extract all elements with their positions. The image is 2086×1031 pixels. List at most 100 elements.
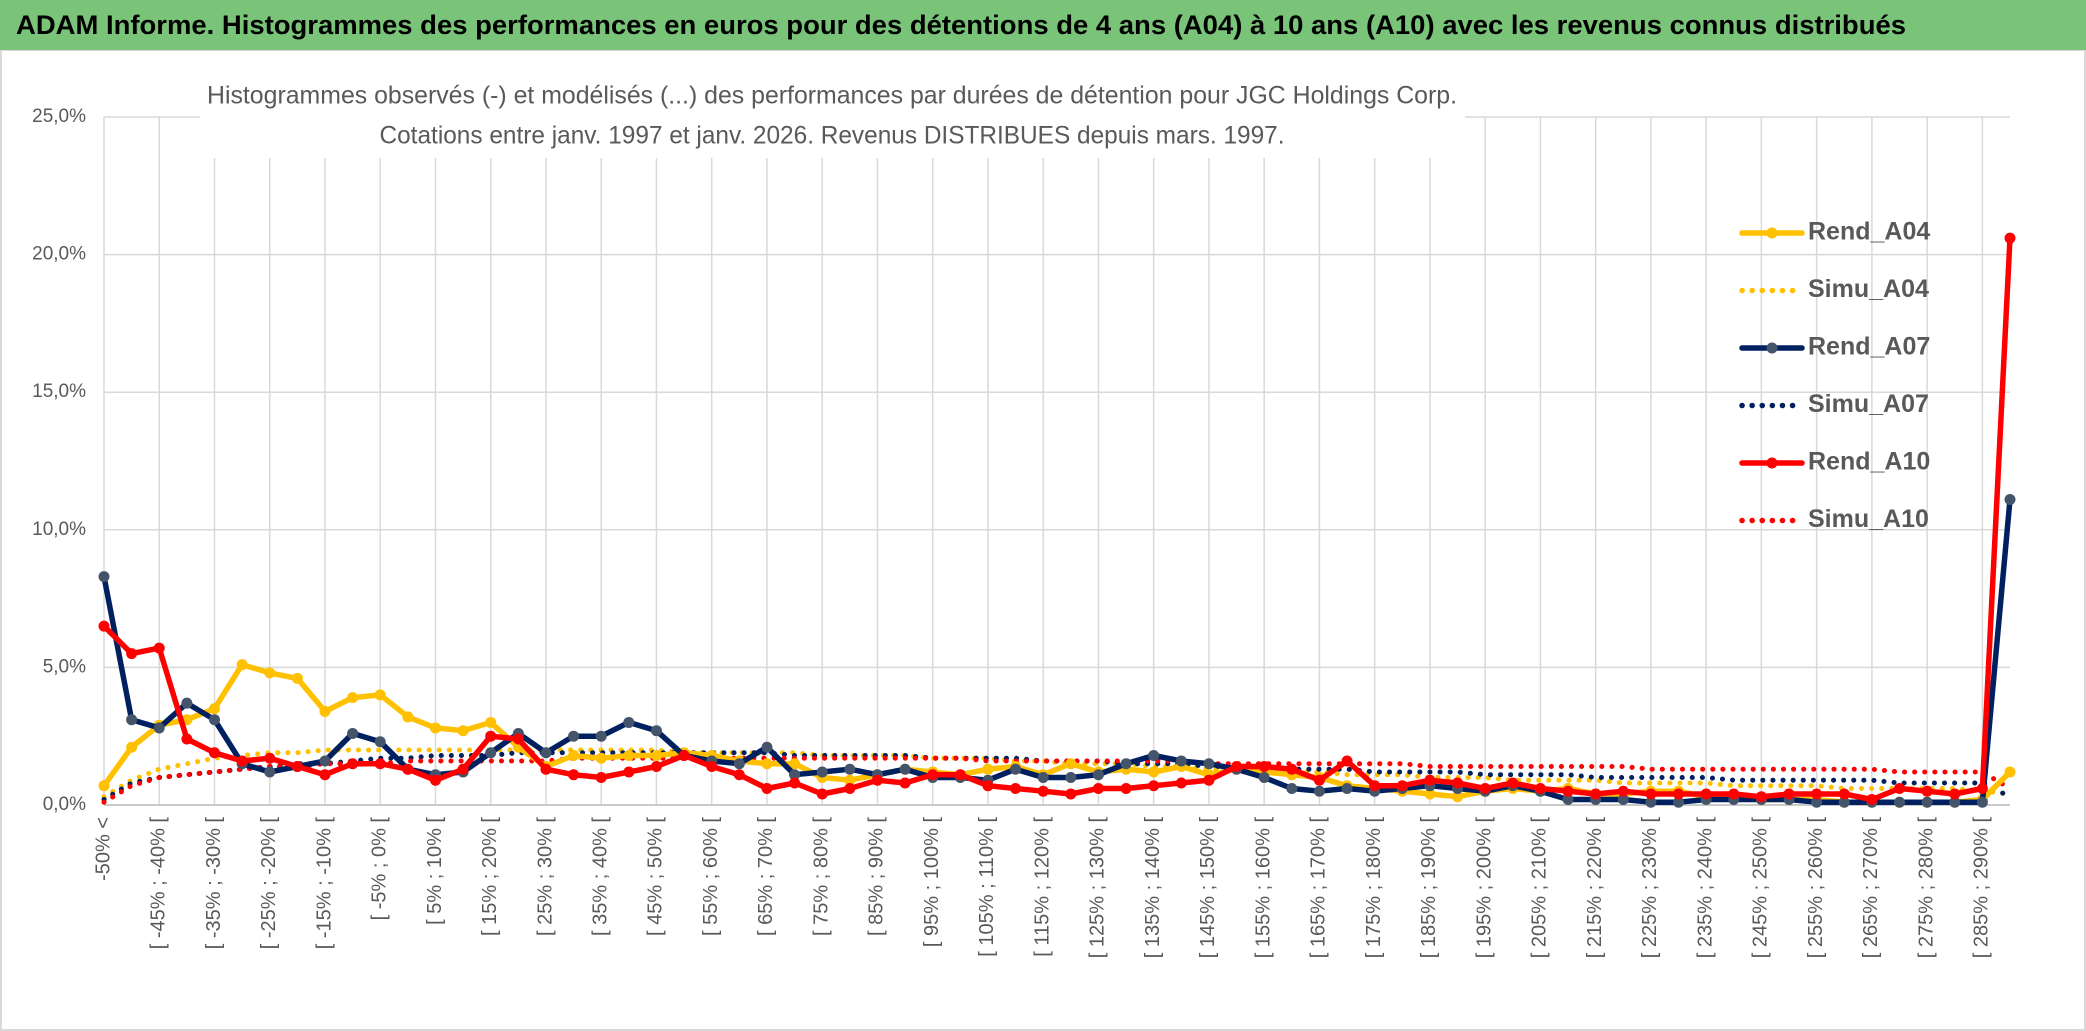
y-tick-label: 0,0% <box>43 794 86 815</box>
legend-label: Rend_A04 <box>1808 218 1930 246</box>
point <box>1148 766 1160 778</box>
point <box>982 780 994 792</box>
x-tick-label: [ 195% ; 200% [ <box>1473 817 1495 959</box>
x-tick-label: [ 145% ; 150% [ <box>1197 817 1219 959</box>
point <box>899 763 911 775</box>
subtitle-background <box>200 78 1465 158</box>
point <box>1175 755 1187 767</box>
point <box>319 705 331 717</box>
x-tick-label: [ -45% ; -40% [ <box>148 817 170 950</box>
x-tick-label: [ -5% ; 0% [ <box>369 817 391 921</box>
point <box>1231 760 1243 772</box>
point <box>1921 796 1933 808</box>
point <box>1976 796 1988 808</box>
x-tick-label: [ 185% ; 190% [ <box>1418 817 1440 959</box>
point <box>319 755 331 767</box>
point <box>98 571 110 583</box>
point <box>1452 777 1464 789</box>
point <box>1175 777 1187 789</box>
x-tick-label: [ 75% ; 80% [ <box>810 817 832 936</box>
point <box>291 760 303 772</box>
point <box>568 769 580 781</box>
point <box>1313 774 1325 786</box>
point <box>1949 788 1961 800</box>
point <box>1673 796 1685 808</box>
point <box>374 689 386 701</box>
chart-subtitle: Cotations entre janv. 1997 et janv. 2026… <box>380 122 1285 150</box>
point <box>1590 788 1602 800</box>
point <box>789 777 801 789</box>
point <box>595 752 607 764</box>
point <box>761 782 773 794</box>
x-tick-label: [ 85% ; 90% [ <box>866 817 888 936</box>
x-tick-label: [ 175% ; 180% [ <box>1363 817 1385 959</box>
point <box>402 711 414 723</box>
dotted-line <box>101 755 2013 805</box>
point <box>568 749 580 761</box>
legend-marker <box>1766 457 1778 469</box>
point <box>844 763 856 775</box>
point <box>1894 796 1906 808</box>
point <box>899 777 911 789</box>
x-tick-label: [ 215% ; 220% [ <box>1584 817 1606 959</box>
point <box>927 769 939 781</box>
plot-area: 0,0% 5,0% 10,0% 15,0% 20,0% 25,0% -50% < [ -45%… <box>32 106 2016 959</box>
point <box>347 727 359 739</box>
legend-label: Rend_A10 <box>1808 448 1930 476</box>
point <box>1728 788 1740 800</box>
point <box>457 725 469 737</box>
point <box>1673 788 1685 800</box>
point <box>264 752 276 764</box>
x-tick-label: [ 255% ; 260% [ <box>1805 817 1827 959</box>
point <box>429 722 441 734</box>
point <box>1092 769 1104 781</box>
point <box>457 763 469 775</box>
point <box>540 763 552 775</box>
point <box>1396 780 1408 792</box>
x-tick-label: [ 25% ; 30% [ <box>534 817 556 936</box>
point <box>347 758 359 770</box>
y-tick-label: 20,0% <box>32 244 86 265</box>
legend: Rend_A04 Simu_A04 Rend_A07 Simu_A07 Rend_A10… <box>1739 218 1930 533</box>
point <box>319 769 331 781</box>
point <box>347 692 359 704</box>
x-tick-label: [ 5% ; 10% [ <box>424 817 446 925</box>
x-tick-label: [ 245% ; 250% [ <box>1750 817 1772 959</box>
point <box>540 747 552 759</box>
point <box>1811 796 1823 808</box>
legend-label: Simu_A10 <box>1808 505 1929 533</box>
point <box>1258 771 1270 783</box>
point <box>1617 785 1629 797</box>
point <box>871 774 883 786</box>
x-tick-label: [ 95% ; 100% [ <box>921 817 943 948</box>
legend-label: Simu_A04 <box>1808 275 1929 303</box>
point <box>1424 774 1436 786</box>
point <box>1507 777 1519 789</box>
point <box>429 774 441 786</box>
point <box>1645 796 1657 808</box>
point <box>1148 780 1160 792</box>
point <box>1866 793 1878 805</box>
point <box>733 769 745 781</box>
point <box>126 648 138 660</box>
point <box>402 763 414 775</box>
point <box>1369 780 1381 792</box>
point <box>706 760 718 772</box>
point <box>844 782 856 794</box>
point <box>1037 785 1049 797</box>
x-tick-label: [ 125% ; 130% [ <box>1087 817 1109 959</box>
point <box>485 716 497 728</box>
point <box>789 758 801 770</box>
y-tick-label: 15,0% <box>32 381 86 402</box>
point <box>1976 782 1988 794</box>
chart-title: ADAM Informe. Histogrammes des performan… <box>16 10 1906 40</box>
chart-subtitle: Histogrammes observés (-) et modélisés (… <box>207 82 1457 110</box>
point <box>816 766 828 778</box>
x-tick-label: [ 235% ; 240% [ <box>1694 817 1716 959</box>
legend-marker <box>1766 342 1778 354</box>
point <box>1286 782 1298 794</box>
x-tick-label: [ -25% ; -20% [ <box>258 817 280 950</box>
point <box>126 741 138 753</box>
point <box>623 766 635 778</box>
